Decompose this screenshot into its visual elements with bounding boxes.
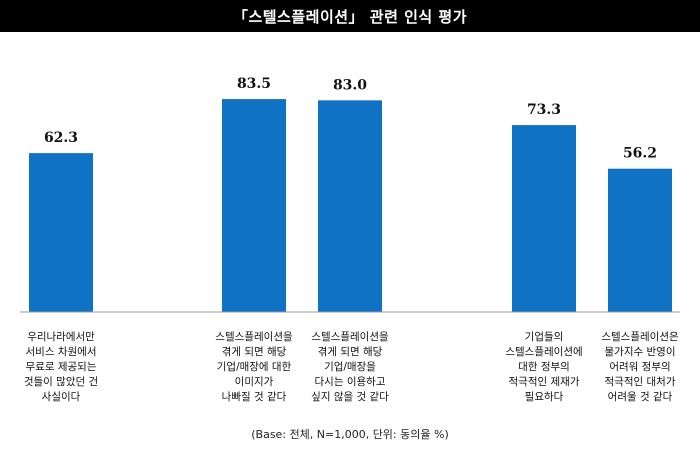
bar-5 bbox=[608, 168, 672, 312]
category-label-5: 스텔스플레이션은 물가지수 반영이 어려워 정부의 적극적인 대처가 어려울 것… bbox=[601, 331, 679, 403]
value-labels-group: 62.3 83.5 83.0 73.3 56.2 bbox=[44, 76, 657, 162]
value-label-5: 56.2 bbox=[623, 146, 657, 162]
value-label-1: 62.3 bbox=[44, 130, 78, 146]
category-label-4: 기업들의 스텔스플레이션에 대한 정부의 적극적인 제재가 필요하다 bbox=[505, 331, 583, 403]
value-label-4: 73.3 bbox=[527, 102, 561, 118]
value-label-2: 83.5 bbox=[237, 76, 271, 92]
bars-group bbox=[29, 99, 672, 313]
bar-3 bbox=[318, 100, 382, 312]
category-label-1: 우리나라에서만 서비스 차원에서 무료로 제공되는 것들이 많았던 건 사실이다 bbox=[23, 331, 99, 403]
category-label-3: 스텔스플레이션을 겪게 되면 해당 기업/매장을 다시는 이용하고 싶지 않을 … bbox=[311, 331, 389, 403]
footnote: (Base: 전체, N=1,000, 단위: 동의율 %) bbox=[251, 428, 449, 441]
bar-4 bbox=[512, 125, 576, 313]
value-label-3: 83.0 bbox=[333, 77, 367, 93]
bar-1 bbox=[29, 153, 93, 312]
bar-2 bbox=[222, 99, 286, 312]
chart-title: 「스텔스플레이션」 관련 인식 평가 bbox=[0, 0, 700, 32]
category-label-2: 스텔스플레이션을 겪게 되면 해당 기업/매장에 대한 이미지가 나빠질 것 같… bbox=[215, 331, 293, 403]
